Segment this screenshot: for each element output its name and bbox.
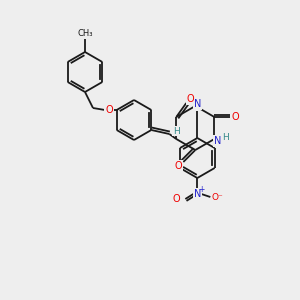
Text: H: H	[222, 133, 229, 142]
Text: N: N	[194, 189, 201, 199]
Text: O: O	[187, 94, 194, 104]
Text: H: H	[173, 127, 180, 136]
Text: O: O	[175, 161, 182, 171]
Text: O: O	[232, 112, 239, 122]
Text: O⁻: O⁻	[212, 193, 223, 202]
Text: O: O	[172, 194, 180, 204]
Text: CH₃: CH₃	[77, 29, 93, 38]
Text: N: N	[194, 99, 201, 109]
Text: O: O	[105, 105, 113, 115]
Text: N: N	[214, 136, 221, 146]
Text: +: +	[198, 184, 205, 194]
